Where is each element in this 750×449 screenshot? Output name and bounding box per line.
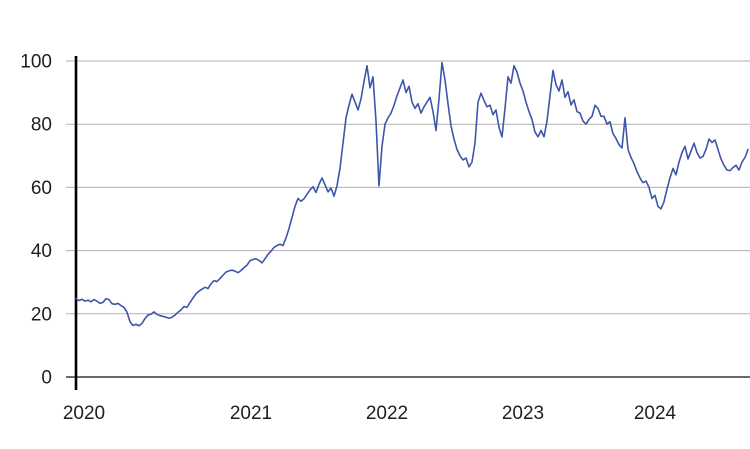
y-tick-label: 100 [20, 52, 52, 73]
x-tick-label: 2020 [63, 403, 105, 424]
series-layer [75, 61, 749, 327]
y-tick-label: 40 [31, 241, 52, 262]
x-tick-label: 2024 [634, 403, 677, 424]
x-tick-label: 2022 [366, 403, 408, 424]
gridlines-layer [66, 60, 750, 378]
y-tick-label: 80 [31, 115, 52, 136]
tick-labels-layer: 0 20 40 60 80 100 2020 2021 2022 2023 2024 [20, 52, 676, 425]
y-tick-label: 60 [31, 178, 52, 199]
y-tick-label: 0 [41, 368, 52, 389]
data-series-line [75, 61, 749, 327]
x-tick-label: 2021 [230, 403, 272, 424]
x-tick-label: 2023 [502, 403, 544, 424]
y-tick-label: 20 [31, 304, 52, 325]
